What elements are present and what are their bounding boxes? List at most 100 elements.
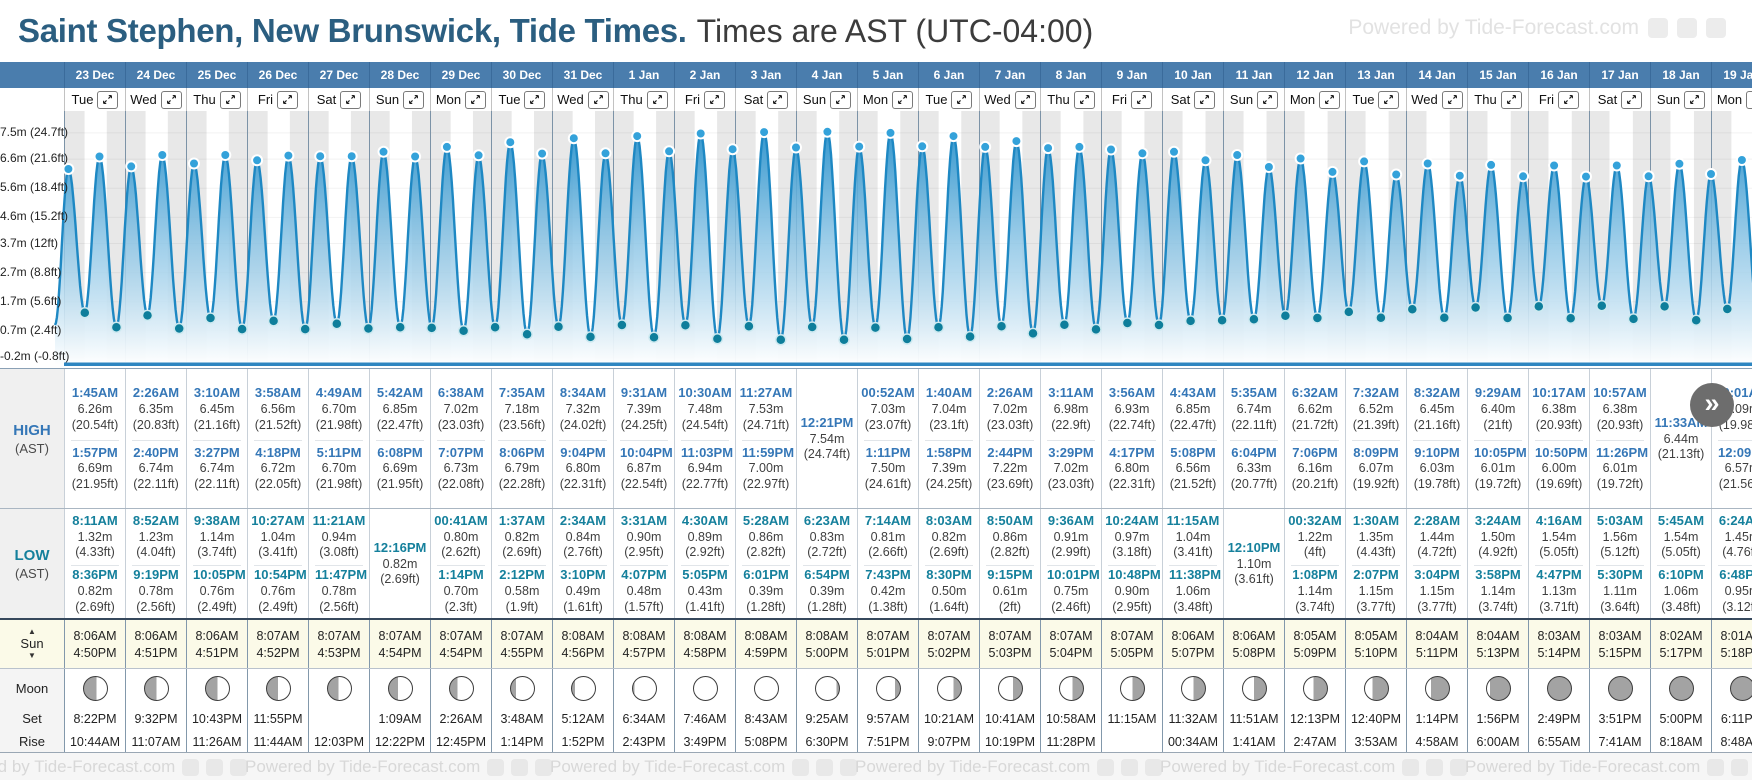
expand-day-button[interactable] bbox=[1746, 90, 1752, 109]
expand-day-button[interactable] bbox=[1319, 90, 1341, 109]
expand-day-button[interactable] bbox=[1131, 90, 1153, 109]
moonset-time: 11:51AM bbox=[1229, 711, 1279, 726]
tide-height-ft: (2.95ft) bbox=[1112, 599, 1152, 614]
high-tide-cell: 11:27AM 7.53m (24.71ft) 11:59PM 7.00m (22.97f… bbox=[735, 369, 796, 509]
weekday-cell: Tue bbox=[1345, 88, 1406, 111]
expand-day-button[interactable] bbox=[646, 90, 668, 109]
tide-event: 9:29AM 6.40m (21ft) bbox=[1468, 382, 1528, 436]
tide-height-m: 0.75m bbox=[1053, 583, 1089, 598]
tide-time: 5:45AM bbox=[1657, 512, 1705, 528]
tide-event: 1:37AM 0.82m (2.69ft) bbox=[492, 512, 552, 562]
high-tide-cell: 3:11AM 6.98m (22.9ft) 3:29PM 7.02m (23.03ft) bbox=[1040, 369, 1101, 509]
date-header-cell: 14 Jan bbox=[1406, 62, 1467, 88]
tide-time: 7:07PM bbox=[438, 444, 484, 460]
moonset-time: 5:12AM bbox=[561, 711, 605, 726]
weekday-label: Mon bbox=[862, 92, 889, 107]
moonrise-time: 6:00AM bbox=[1476, 734, 1520, 749]
expand-day-button[interactable] bbox=[767, 90, 789, 109]
expand-day-button[interactable] bbox=[160, 90, 182, 109]
sun-collapse-up-icon[interactable]: ▲ bbox=[28, 627, 36, 637]
tide-event: 8:30PM 0.50m (1.64ft) bbox=[925, 565, 973, 616]
expand-day-button[interactable] bbox=[1073, 90, 1095, 109]
tide-event: 2:44PM 7.22m (23.69ft) bbox=[986, 439, 1034, 496]
expand-day-button[interactable] bbox=[97, 90, 119, 109]
moonset-time: 10:21AM bbox=[923, 711, 975, 726]
tide-height-ft: (19.78ft) bbox=[1413, 477, 1461, 492]
expand-day-button[interactable] bbox=[1014, 90, 1036, 109]
low-tide-cell: 8:03AM 0.82m (2.69ft) 8:30PM 0.50m (1.64ft) bbox=[918, 509, 979, 619]
next-page-button[interactable]: » bbox=[1690, 383, 1734, 427]
tide-event: 9:10PM 6.03m (19.78ft) bbox=[1413, 439, 1461, 496]
moonset-time: 8:43AM bbox=[744, 711, 788, 726]
tide-height-m: 7.22m bbox=[992, 461, 1028, 476]
moon-cell: 12:03PM bbox=[308, 669, 369, 753]
expand-day-button[interactable] bbox=[219, 90, 241, 109]
tide-height-ft: (4ft) bbox=[1303, 545, 1327, 560]
watermark-text: Powered by Tide-Forecast.com bbox=[1465, 757, 1701, 776]
moonrise-time: 12:22PM bbox=[374, 734, 426, 749]
expand-day-button[interactable] bbox=[892, 90, 914, 109]
watermark: Powered by Tide-Forecast.com bbox=[1465, 757, 1752, 777]
tide-height-m: 6.33m bbox=[1236, 461, 1272, 476]
tide-event: 2:34AM 0.84m (2.76ft) bbox=[553, 512, 613, 562]
tide-time: 12:21PM bbox=[800, 414, 854, 430]
tide-time: 3:31AM bbox=[620, 512, 668, 528]
tide-height-ft: (1.64ft) bbox=[929, 599, 969, 614]
expand-day-button[interactable] bbox=[1194, 90, 1216, 109]
watermark-text: Powered by Tide-Forecast.com bbox=[1160, 757, 1396, 776]
expand-day-button[interactable] bbox=[1378, 90, 1400, 109]
tide-time: 6:32AM bbox=[1291, 385, 1339, 401]
tide-height-ft: (3.61ft) bbox=[1234, 572, 1274, 587]
high-tide-cell: 8:34AM 7.32m (24.02ft) 9:04PM 6.80m (22.31ft) bbox=[552, 369, 613, 509]
sun-collapse-down-icon[interactable]: ▼ bbox=[28, 650, 36, 660]
sun-times-cell: 8:07AM 4:52PM bbox=[247, 620, 308, 668]
moon-cell: 6:34AM 2:43PM bbox=[613, 669, 674, 753]
expand-day-button[interactable] bbox=[1684, 90, 1706, 109]
tide-time: 9:36AM bbox=[1047, 512, 1095, 528]
tide-height-ft: (21.52ft) bbox=[254, 417, 302, 432]
high-tide-cell: 9:31AM 7.39m (24.25ft) 10:04PM 6.87m (22.54ft… bbox=[613, 369, 674, 509]
expand-day-button[interactable] bbox=[403, 90, 425, 109]
tide-time: 1:08PM bbox=[1292, 567, 1338, 582]
sunset-time: 4:55PM bbox=[500, 645, 544, 660]
moon-phase-icon bbox=[1651, 669, 1711, 707]
tide-height-ft: (2.99ft) bbox=[1051, 545, 1091, 560]
tide-height-ft: (23.03ft) bbox=[1047, 477, 1095, 492]
tide-event: 4:43AM 6.85m (22.47ft) bbox=[1163, 382, 1223, 436]
expand-day-button[interactable] bbox=[1621, 90, 1643, 109]
moonrise-time: 11:26AM bbox=[192, 734, 242, 749]
sunset-time: 5:08PM bbox=[1232, 645, 1276, 660]
expand-day-button[interactable] bbox=[1257, 90, 1279, 109]
expand-day-button[interactable] bbox=[465, 90, 487, 109]
watermark-text: Powered by Tide-Forecast.com bbox=[550, 757, 786, 776]
expand-day-button[interactable] bbox=[951, 90, 973, 109]
tide-height-ft: (24.71ft) bbox=[742, 417, 790, 432]
tide-time: 2:28AM bbox=[1413, 512, 1461, 528]
expand-day-button[interactable] bbox=[277, 90, 299, 109]
expand-day-button[interactable] bbox=[830, 90, 852, 109]
tide-time: 9:38AM bbox=[193, 512, 241, 528]
sun-times-cell: 8:05AM 5:09PM bbox=[1284, 620, 1345, 668]
tide-height-m: 6.70m bbox=[321, 402, 357, 417]
expand-day-button[interactable] bbox=[587, 90, 609, 109]
expand-day-button[interactable] bbox=[340, 90, 362, 109]
tide-time: 5:35AM bbox=[1230, 385, 1278, 401]
tide-event: 5:05PM 0.43m (1.41ft) bbox=[681, 565, 729, 616]
expand-day-button[interactable] bbox=[1441, 90, 1463, 109]
weekday-label: Tue bbox=[71, 92, 94, 107]
expand-day-button[interactable] bbox=[524, 90, 546, 109]
moon-cell: 3:51PM 7:41AM bbox=[1589, 669, 1650, 753]
expand-day-button[interactable] bbox=[1558, 90, 1580, 109]
tide-height-ft: (3.48ft) bbox=[1661, 599, 1701, 614]
sunset-time: 4:59PM bbox=[744, 645, 788, 660]
expand-day-button[interactable] bbox=[704, 90, 726, 109]
tide-height-ft: (3.77ft) bbox=[1356, 599, 1396, 614]
tide-height-m: 0.39m bbox=[748, 583, 784, 598]
sunrise-time: 8:07AM bbox=[439, 628, 483, 643]
tide-height-ft: (3.18ft) bbox=[1112, 545, 1152, 560]
expand-day-button[interactable] bbox=[1500, 90, 1522, 109]
weekday-label: Wed bbox=[1411, 92, 1438, 107]
tide-event: 10:50PM 6.00m (19.69ft) bbox=[1535, 439, 1588, 496]
tide-height-m: 6.85m bbox=[1175, 402, 1211, 417]
